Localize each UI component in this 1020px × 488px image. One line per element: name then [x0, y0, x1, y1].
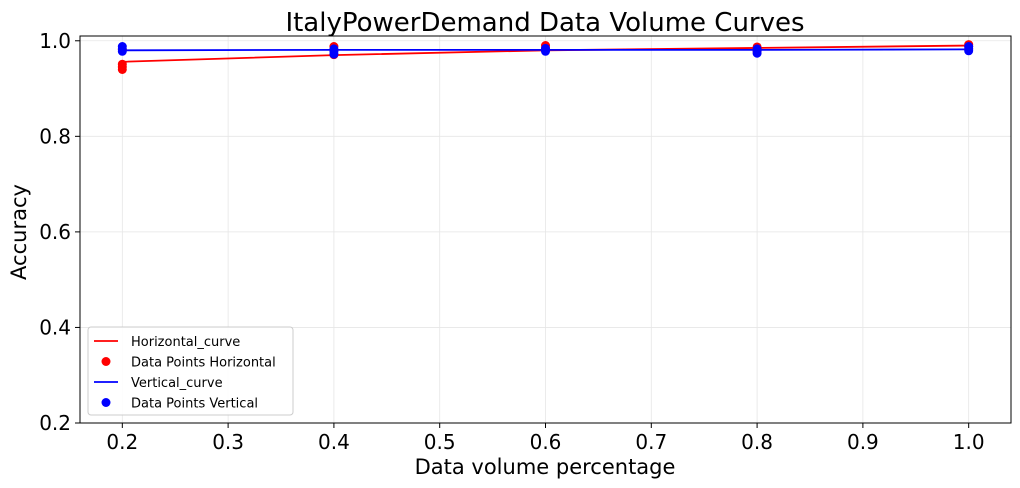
- data-points-vertical-point: [752, 44, 762, 54]
- chart-title: ItalyPowerDemand Data Volume Curves: [285, 8, 804, 38]
- plot-series: [117, 40, 974, 74]
- y-tick-label: 1.0: [39, 29, 71, 53]
- x-axis-label: Data volume percentage: [415, 455, 676, 479]
- x-tick-label: 0.7: [635, 430, 667, 454]
- legend: Horizontal_curve Data Points Horizontal Ve…: [87, 326, 294, 416]
- data-points-vertical-legend-swatch: [101, 398, 111, 407]
- x-axis-ticks: 0.2 0.3 0.4 0.5 0.6 0.7 0.8 0.9 1.0: [106, 423, 985, 454]
- x-tick-label: 0.5: [424, 430, 456, 454]
- y-tick-label: 0.6: [39, 220, 71, 244]
- x-tick-label: 1.0: [953, 430, 985, 454]
- legend-label: Vertical_curve: [131, 376, 223, 391]
- x-tick-label: 0.4: [318, 430, 350, 454]
- y-tick-label: 0.4: [39, 315, 71, 339]
- data-points-vertical-point: [329, 44, 339, 54]
- data-points-horizontal-legend-swatch: [101, 357, 111, 366]
- legend-label: Horizontal_curve: [131, 335, 240, 350]
- x-tick-label: 0.6: [530, 430, 562, 454]
- legend-label: Data Points Horizontal: [131, 356, 276, 371]
- y-axis-label: Accuracy: [7, 184, 31, 280]
- data-points-vertical-point: [117, 42, 127, 52]
- x-tick-label: 0.8: [741, 430, 773, 454]
- legend-label: Data Points Vertical: [131, 397, 258, 412]
- y-tick-label: 0.8: [39, 124, 71, 148]
- legend-box: [87, 326, 294, 416]
- data-points-vertical-point: [964, 42, 974, 52]
- x-tick-label: 0.3: [212, 430, 244, 454]
- data-points-vertical-point: [541, 43, 550, 53]
- x-tick-label: 0.2: [106, 430, 138, 454]
- x-tick-label: 0.9: [847, 430, 879, 454]
- y-axis-ticks: 0.2 0.4 0.6 0.8 1.0: [39, 29, 80, 435]
- data-points-horizontal-point: [117, 59, 127, 69]
- y-tick-label: 0.2: [39, 411, 71, 435]
